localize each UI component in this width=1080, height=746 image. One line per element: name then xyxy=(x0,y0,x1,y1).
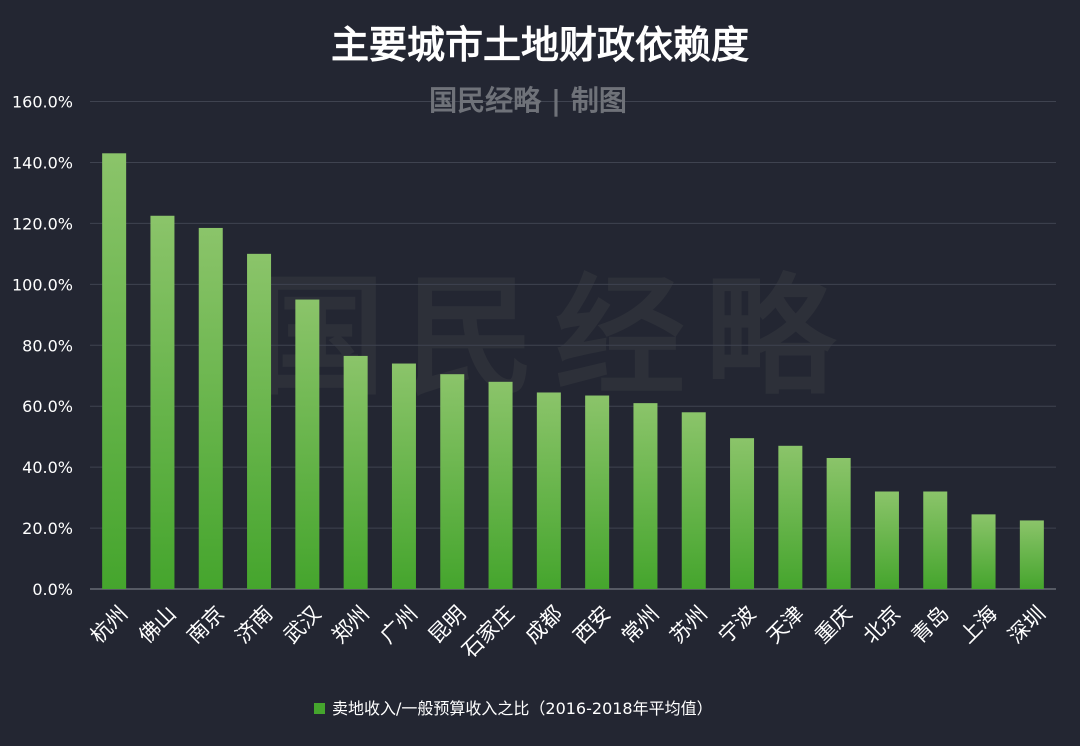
legend-label: 卖地收入/一般预算收入之比（2016-2018年平均值） xyxy=(332,699,713,718)
bar xyxy=(198,227,223,589)
y-tick-label: 80.0% xyxy=(22,336,73,355)
x-tick-label: 石家庄 xyxy=(457,601,519,663)
bar xyxy=(247,253,272,589)
x-tick-label: 成都 xyxy=(520,601,567,648)
y-tick-label: 60.0% xyxy=(22,397,73,416)
y-tick-label: 140.0% xyxy=(12,153,73,172)
bar xyxy=(536,392,561,589)
x-tick-label: 上海 xyxy=(955,601,1002,648)
bar xyxy=(681,412,706,589)
bar xyxy=(971,514,996,589)
bar xyxy=(343,355,368,589)
chart-title: 主要城市土地财政依赖度 xyxy=(331,23,749,67)
bar xyxy=(874,491,899,589)
y-tick-label: 40.0% xyxy=(22,458,73,477)
bar xyxy=(730,438,755,589)
x-tick-label: 苏州 xyxy=(665,601,712,648)
x-tick-label: 常州 xyxy=(617,601,664,648)
bars xyxy=(102,153,1044,589)
bar xyxy=(633,403,658,589)
y-tick-label: 120.0% xyxy=(12,214,73,233)
bar xyxy=(923,491,948,589)
grid-lines xyxy=(90,101,1056,590)
x-tick-label: 北京 xyxy=(859,601,906,648)
x-tick-label: 宁波 xyxy=(714,601,761,648)
bar xyxy=(585,395,610,589)
legend-swatch xyxy=(314,703,325,714)
bar xyxy=(102,153,127,589)
bar xyxy=(826,457,851,589)
x-axis-ticks: 杭州 佛山 南京 济南 武汉 郑州 广州 昆明石家庄 成都 西安 常州 苏州 宁波 天津 重庆 北京 青岛 上海深… xyxy=(86,601,1050,663)
x-tick-label: 杭州 xyxy=(86,601,133,648)
bar xyxy=(440,374,465,589)
x-tick-label: 深圳 xyxy=(1003,601,1050,648)
x-tick-label: 济南 xyxy=(231,601,278,648)
y-axis-ticks: 0.0% 20.0% 40.0% 60.0% 80.0% 100.0% 120.0% 140.… xyxy=(12,93,73,600)
bar xyxy=(1019,520,1044,589)
bar xyxy=(150,215,175,589)
x-tick-label: 佛山 xyxy=(134,601,181,648)
bar xyxy=(295,299,320,589)
legend: 卖地收入/一般预算收入之比（2016-2018年平均值） xyxy=(314,699,713,718)
x-tick-label: 南京 xyxy=(182,601,229,648)
x-tick-label: 武汉 xyxy=(279,601,326,648)
x-tick-label: 郑州 xyxy=(327,601,374,648)
y-tick-label: 0.0% xyxy=(32,580,73,599)
x-tick-label: 青岛 xyxy=(907,601,954,648)
y-tick-label: 100.0% xyxy=(12,275,73,294)
x-tick-label: 广州 xyxy=(376,601,423,648)
chart-subtitle: 国民经略 | 制图 xyxy=(429,84,627,117)
x-tick-label: 西安 xyxy=(569,601,616,648)
y-tick-label: 20.0% xyxy=(22,519,73,538)
y-tick-label: 160.0% xyxy=(12,93,73,112)
x-tick-label: 天津 xyxy=(762,601,809,648)
bar xyxy=(488,381,513,589)
x-tick-label: 重庆 xyxy=(810,601,857,648)
bar xyxy=(778,445,803,589)
bar xyxy=(391,363,416,589)
